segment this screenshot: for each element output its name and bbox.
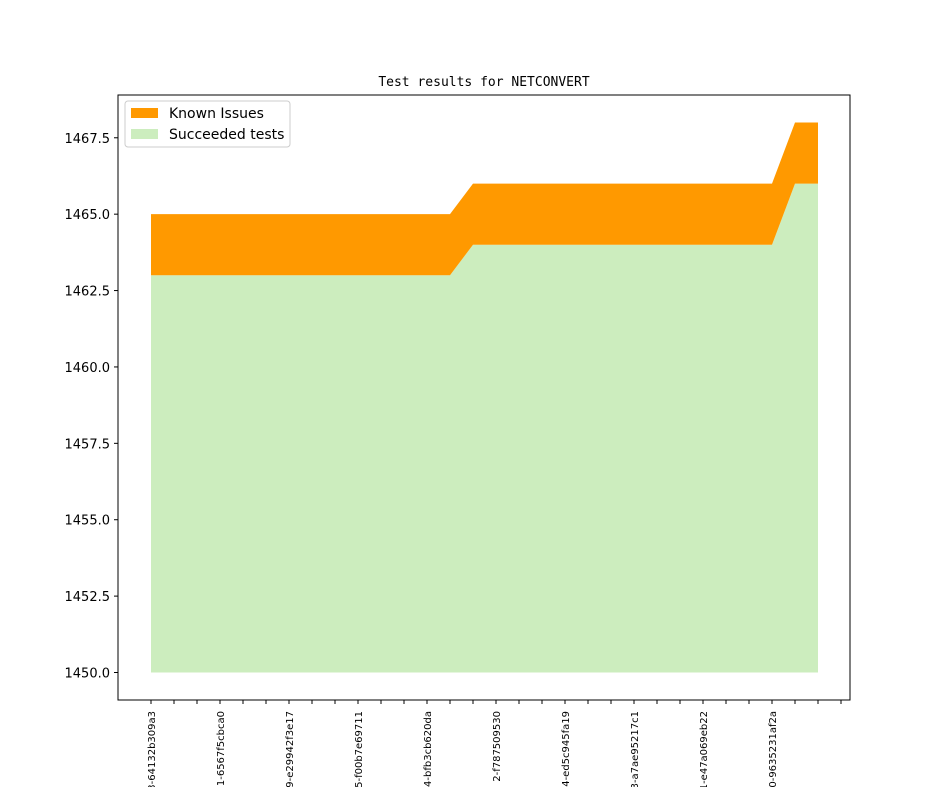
y-tick-label: 1457.5 [65, 437, 111, 452]
x-tick-label: 4-ed5c945fa19 [561, 711, 572, 787]
x-tick-label: 5-f00b7e69711 [354, 711, 365, 787]
x-tick-label: 1-6567f5cbca0 [216, 711, 227, 786]
y-tick-label: 1450.0 [65, 667, 111, 682]
legend-label-succeeded-tests: Succeeded tests [169, 127, 284, 143]
y-tick-label: 1460.0 [65, 361, 111, 376]
legend-frame [124, 100, 291, 148]
x-axis: 3-64132b309a3 1-6567f5cbca0 9-e29942f3e17 5… [147, 700, 842, 787]
x-tick-label: 4-bfb3cb620da [423, 711, 434, 787]
y-tick-label: 1467.5 [65, 132, 111, 147]
x-tick-label: 0-9635231af2a [768, 711, 779, 787]
legend-swatch-succeeded-tests [131, 129, 158, 139]
y-axis: 1450.0 1452.5 1455.0 1457.5 1460.0 1462.5 1465… [65, 132, 118, 682]
legend-label-known-issues: Known Issues [169, 106, 264, 122]
x-tick-label: 2-f787509530 [492, 711, 503, 782]
legend-swatch-known-issues [131, 108, 158, 118]
legend: Known Issues Succeeded tests [124, 100, 291, 148]
y-tick-label: 1462.5 [65, 285, 111, 300]
y-tick-label: 1452.5 [65, 590, 111, 605]
x-tick-label: 3-64132b309a3 [147, 711, 158, 787]
y-tick-label: 1465.0 [65, 208, 111, 223]
x-tick-label: 1-e47a069eb22 [699, 711, 710, 787]
chart-title: Test results for NETCONVERT [378, 75, 589, 90]
y-tick-label: 1455.0 [65, 514, 111, 529]
area-layer [151, 122, 818, 673]
area-known-issues [151, 122, 818, 276]
plot-frame [117, 94, 851, 701]
x-tick-label: 3-a7ae95217c1 [630, 711, 641, 787]
x-tick-label: 9-e29942f3e17 [285, 711, 296, 787]
area-succeeded-tests [151, 183, 818, 673]
